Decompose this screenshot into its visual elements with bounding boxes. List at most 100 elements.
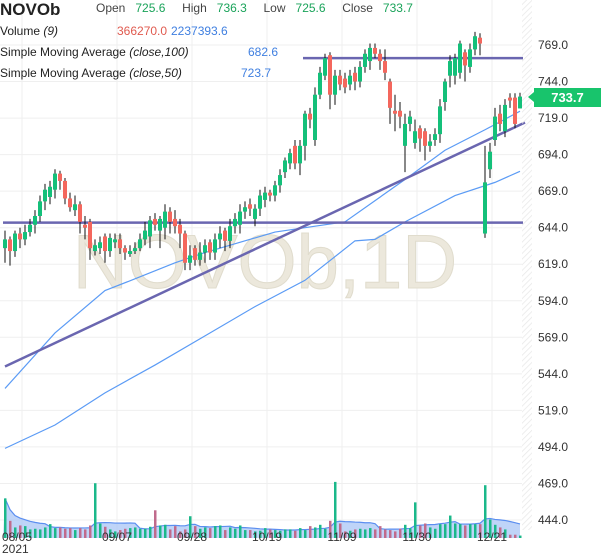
candle-down [173,218,177,227]
candle-up [448,61,452,76]
candle-down [293,145,297,164]
volume-bar [279,530,282,538]
volume-bar [219,525,222,538]
sma100-legend[interactable]: Simple Moving Average (close,100) 682.6 [0,45,278,59]
volume-bar [334,481,337,538]
volume-bar [149,526,152,538]
volume-legend[interactable]: Volume (9) 366270.0 2237393.6 [0,24,228,38]
y-tick-label: 719.0 [538,111,568,125]
candle-down [123,248,127,253]
volume-bar [349,530,352,538]
candle-up [113,239,117,243]
volume-bar [364,529,367,538]
volume-bar [19,525,22,538]
y-tick-label: 519.0 [538,403,568,417]
candle-up [288,153,292,164]
time-axis[interactable]: 08/05 09/07 09/28 10/19 11/09 11/30 12/21 [2,530,507,544]
candle-down [223,230,227,241]
candle-up [278,175,282,186]
candle-down [168,211,172,222]
price-axis[interactable]: 769.0 744.0 719.0 694.0 669.0 644.0 619.0 594.0… [538,38,568,527]
candle-up [128,251,132,254]
volume-ma-area [3,498,520,538]
volume-bar [359,528,362,538]
candle-down [328,55,332,95]
volume-bar [424,523,427,538]
volume-bar [74,530,77,538]
volume-bar [254,531,257,538]
y-tick-label: 569.0 [538,330,568,344]
candle-up [458,43,462,73]
sma100-label: Simple Moving Average [0,45,126,59]
volume-bar [104,526,107,538]
y-tick-label: 769.0 [538,38,568,52]
volume-bar [124,528,127,538]
candle-down [68,198,72,208]
candle-down [63,180,67,199]
sma100-value: 682.6 [248,45,279,59]
x-tick-label: 08/05 [2,530,32,544]
volume-bar [399,528,402,538]
volume-bar [99,523,102,538]
candle-down [378,53,382,62]
volume-bar [189,516,192,538]
volume-bar [459,524,462,538]
candle-down [8,239,12,252]
volume-bar [389,530,392,538]
candle-down [308,113,312,120]
volume-bar [429,527,432,538]
volume-bar [39,529,42,538]
volume-bar [484,485,487,538]
volume-bar [384,529,387,538]
candle-up [333,75,337,95]
candle-up [203,245,207,253]
candle-up [218,233,222,240]
candle-down [463,52,467,66]
volume-bar [444,524,447,538]
volume-bar [174,526,177,538]
volume-bar [209,528,212,538]
volume-bar [369,528,372,538]
candle-down [88,221,92,249]
low-label: Low [263,1,286,15]
volume-bar [144,528,147,538]
candle-up [158,218,162,231]
volume-bar [419,525,422,538]
volume-bar [34,528,37,538]
candle-up [48,186,52,197]
candle-up [368,47,372,62]
volume-bar [509,534,512,538]
volume-bar [89,525,92,538]
volume-bar [519,535,522,538]
volume-bar [54,528,57,538]
candle-down [478,37,482,44]
candle-up [473,36,477,50]
candle-down [343,78,347,88]
candle-down [393,110,397,114]
candle-up [188,255,192,263]
y-tick-label: 594.0 [538,294,568,308]
candle-up [403,123,407,146]
volume-bar [274,530,277,538]
candle-down [508,97,512,101]
candle-up [323,58,327,76]
volume-bar [259,530,262,538]
volume-bar [114,531,117,538]
volume-pane [3,481,522,538]
x-tick-label: 09/07 [102,530,132,544]
volume-bar [234,528,237,538]
volume-bar [309,526,312,538]
candle-down [498,113,502,124]
x-tick-label: 09/28 [177,530,207,544]
low-value: 725.6 [295,1,326,15]
sma50-param: (close,50) [129,66,182,80]
volume-bar [154,510,157,538]
volume-bar [319,524,322,538]
volume-bar [264,528,267,538]
volume-bar [229,527,232,538]
candle-up [38,201,42,216]
sma50-legend[interactable]: Simple Moving Average (close,50) 723.7 [0,66,271,80]
volume-bar [94,483,97,538]
volume-bar [59,527,62,538]
